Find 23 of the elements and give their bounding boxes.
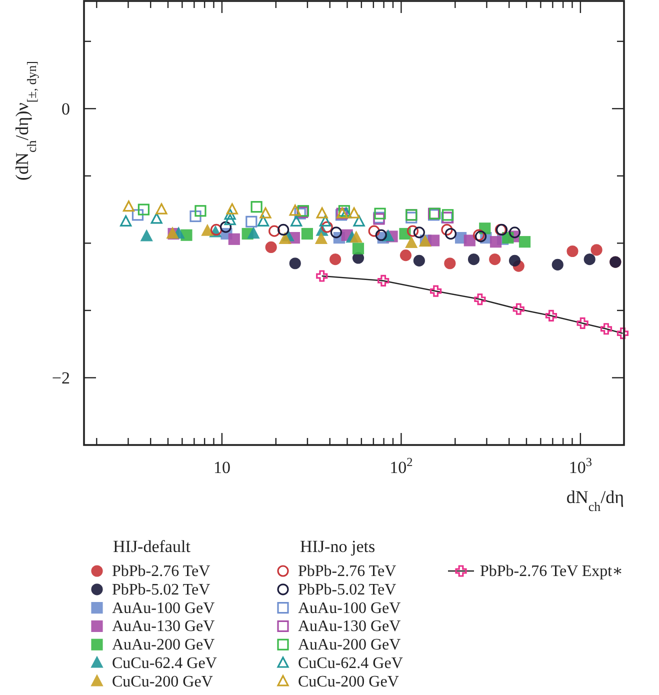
legend-label: PbPb-2.76 TeV bbox=[298, 563, 397, 580]
legend-label: CuCu-62.4 GeV bbox=[112, 655, 218, 672]
x-tick-label: 10$^{3}$ bbox=[568, 455, 592, 477]
legend-label: AuAu-130 GeV bbox=[112, 618, 216, 636]
legend-label: PbPb-5.02 TeV bbox=[298, 581, 397, 598]
legend-label: AuAu-200 GeV bbox=[112, 636, 216, 654]
legend-label: PbPb-2.76 TeV Expt∗ bbox=[480, 563, 623, 580]
text: HIJ-default bbox=[113, 537, 191, 556]
legend-label: AuAu-130 GeV bbox=[298, 618, 402, 636]
legend-label: CuCu-200 GeV bbox=[298, 673, 400, 690]
legend-label: CuCu-62.4 GeV bbox=[298, 655, 404, 672]
text: HIJ-no jets bbox=[300, 537, 376, 556]
x-axis-title: dN$_{ch}$/dη bbox=[566, 487, 624, 514]
legend-label: CuCu-200 GeV bbox=[112, 673, 214, 690]
x-tick-label: 10$^{2}$ bbox=[390, 455, 413, 477]
legend-label: AuAu-100 GeV bbox=[112, 600, 216, 617]
x-tick-label: 10 bbox=[213, 458, 230, 477]
legend-label: AuAu-200 GeV bbox=[298, 636, 402, 654]
y-tick-label: 0 bbox=[62, 100, 70, 119]
legend-label: PbPb-2.76 TeV bbox=[112, 563, 211, 580]
y-tick-label: −2 bbox=[52, 368, 70, 388]
legend-label: AuAu-100 GeV bbox=[298, 600, 402, 617]
legend-label: PbPb-5.02 TeV bbox=[112, 581, 211, 598]
